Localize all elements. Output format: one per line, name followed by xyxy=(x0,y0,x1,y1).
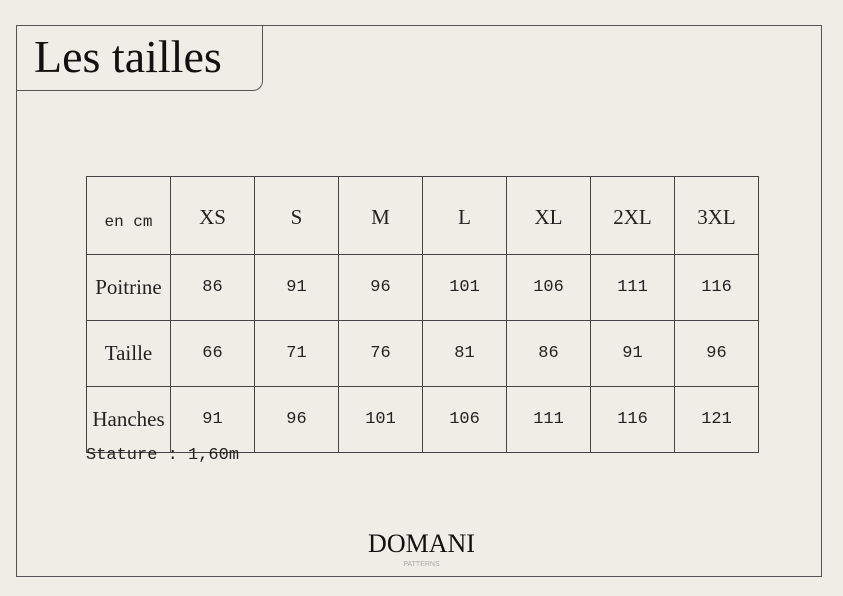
size-header: L xyxy=(422,176,507,255)
table-row: Poitrine 86 91 96 101 106 111 116 xyxy=(86,254,759,321)
cell: 76 xyxy=(338,320,423,387)
row-label: Hanches xyxy=(86,386,171,453)
cell: 111 xyxy=(506,386,591,453)
page-title: Les tailles xyxy=(34,31,222,82)
cell: 101 xyxy=(338,386,423,453)
size-header: 2XL xyxy=(590,176,675,255)
stature-note: Stature : 1,60m xyxy=(86,446,240,465)
cell: 66 xyxy=(170,320,255,387)
size-header: S xyxy=(254,176,339,255)
size-header: XS xyxy=(170,176,255,255)
unit-label: en cm xyxy=(86,176,171,255)
cell: 91 xyxy=(170,386,255,453)
cell: 71 xyxy=(254,320,339,387)
brand-logo: DOMANI xyxy=(368,529,475,558)
cell: 121 xyxy=(674,386,759,453)
cell: 81 xyxy=(422,320,507,387)
page-frame xyxy=(16,25,822,577)
cell: 116 xyxy=(674,254,759,321)
row-label: Taille xyxy=(86,320,171,387)
table-header-row: en cm XS S M L XL 2XL 3XL xyxy=(86,176,759,255)
size-table: en cm XS S M L XL 2XL 3XL Poitrine 86 91… xyxy=(86,176,759,453)
cell: 106 xyxy=(422,386,507,453)
cell: 101 xyxy=(422,254,507,321)
cell: 96 xyxy=(338,254,423,321)
title-box xyxy=(16,25,263,91)
size-header: 3XL xyxy=(674,176,759,255)
cell: 116 xyxy=(590,386,675,453)
brand-logo-subtitle: PATTERNS xyxy=(403,561,440,568)
table-row: Taille 66 71 76 81 86 91 96 xyxy=(86,320,759,387)
cell: 91 xyxy=(590,320,675,387)
cell: 91 xyxy=(254,254,339,321)
row-label: Poitrine xyxy=(86,254,171,321)
table-row: Hanches 91 96 101 106 111 116 121 xyxy=(86,386,759,453)
cell: 96 xyxy=(674,320,759,387)
cell: 86 xyxy=(506,320,591,387)
cell: 96 xyxy=(254,386,339,453)
cell: 106 xyxy=(506,254,591,321)
cell: 86 xyxy=(170,254,255,321)
size-header: XL xyxy=(506,176,591,255)
cell: 111 xyxy=(590,254,675,321)
size-header: M xyxy=(338,176,423,255)
